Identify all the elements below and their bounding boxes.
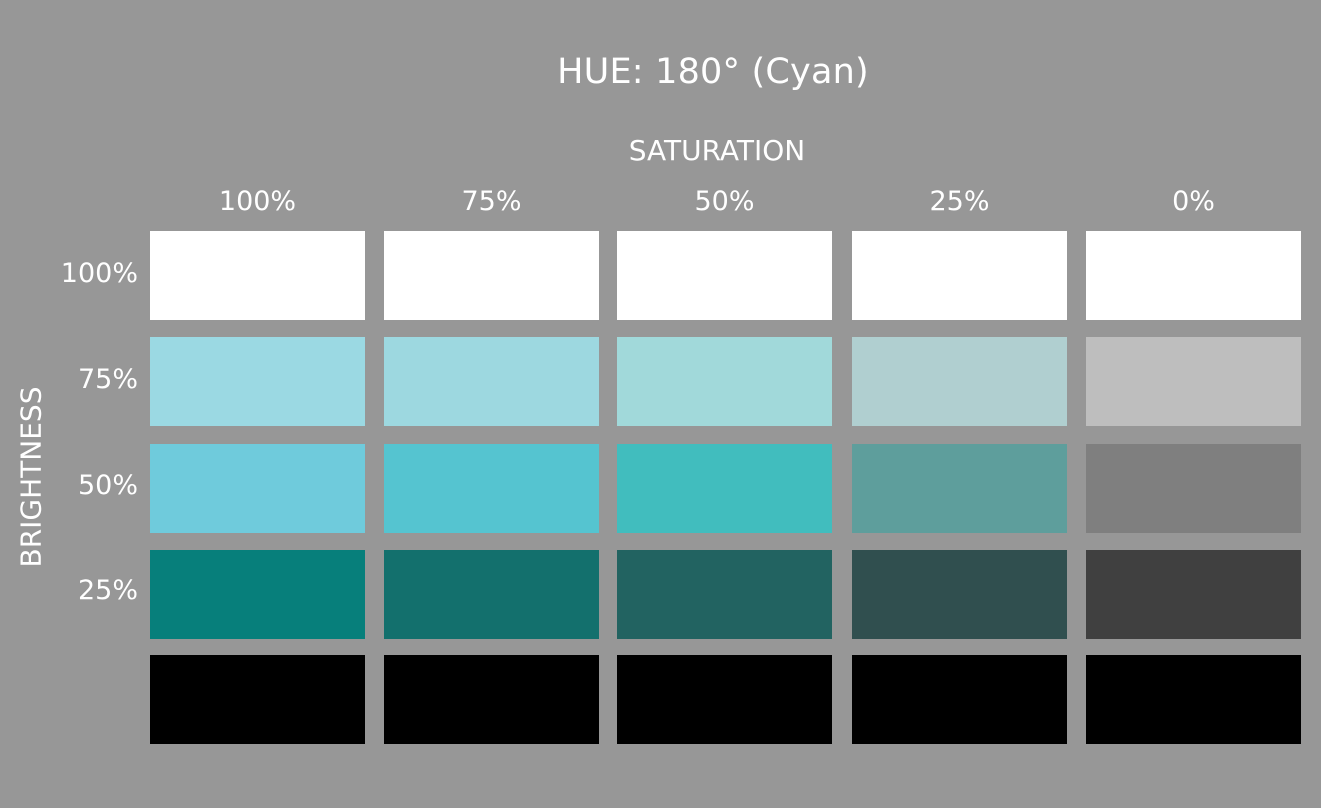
swatch-b100-s0 <box>1086 231 1301 320</box>
swatch-b25-s25 <box>852 550 1067 639</box>
brightness-level-75: 75% <box>77 364 138 395</box>
swatch-b75-s50 <box>617 337 832 426</box>
brightness-level-100: 100% <box>60 258 138 289</box>
swatch-b75-s100 <box>150 337 365 426</box>
brightness-level-50: 50% <box>77 470 138 501</box>
chart-title: HUE: 180° (Cyan) <box>557 52 869 92</box>
swatch-b0-s50 <box>617 655 832 744</box>
swatch-b25-s100 <box>150 550 365 639</box>
swatch-b50-s0 <box>1086 444 1301 533</box>
swatch-b75-s25 <box>852 337 1067 426</box>
swatch-b25-s75 <box>384 550 599 639</box>
brightness-axis-label: BRIGHTNESS <box>14 386 48 568</box>
saturation-level-50: 50% <box>694 186 755 217</box>
swatch-b100-s25 <box>852 231 1067 320</box>
swatch-b25-s50 <box>617 550 832 639</box>
saturation-level-100: 100% <box>218 186 297 217</box>
swatch-b0-s25 <box>852 655 1067 744</box>
swatch-b50-s100 <box>150 444 365 533</box>
swatch-b0-s100 <box>150 655 365 744</box>
swatch-b100-s100 <box>150 231 365 320</box>
saturation-level-75: 75% <box>461 186 522 217</box>
saturation-level-0: 0% <box>1172 186 1215 217</box>
saturation-axis-label: SATURATION <box>628 134 806 167</box>
swatch-b100-s75 <box>384 231 599 320</box>
swatch-b75-s75 <box>384 337 599 426</box>
swatch-b50-s75 <box>384 444 599 533</box>
swatch-b50-s50 <box>617 444 832 533</box>
swatch-b25-s0 <box>1086 550 1301 639</box>
swatch-b75-s0 <box>1086 337 1301 426</box>
swatch-b100-s50 <box>617 231 832 320</box>
swatch-b0-s0 <box>1086 655 1301 744</box>
brightness-level-25: 25% <box>77 575 138 606</box>
saturation-level-25: 25% <box>929 186 990 217</box>
swatch-b50-s25 <box>852 444 1067 533</box>
swatch-b0-s75 <box>384 655 599 744</box>
